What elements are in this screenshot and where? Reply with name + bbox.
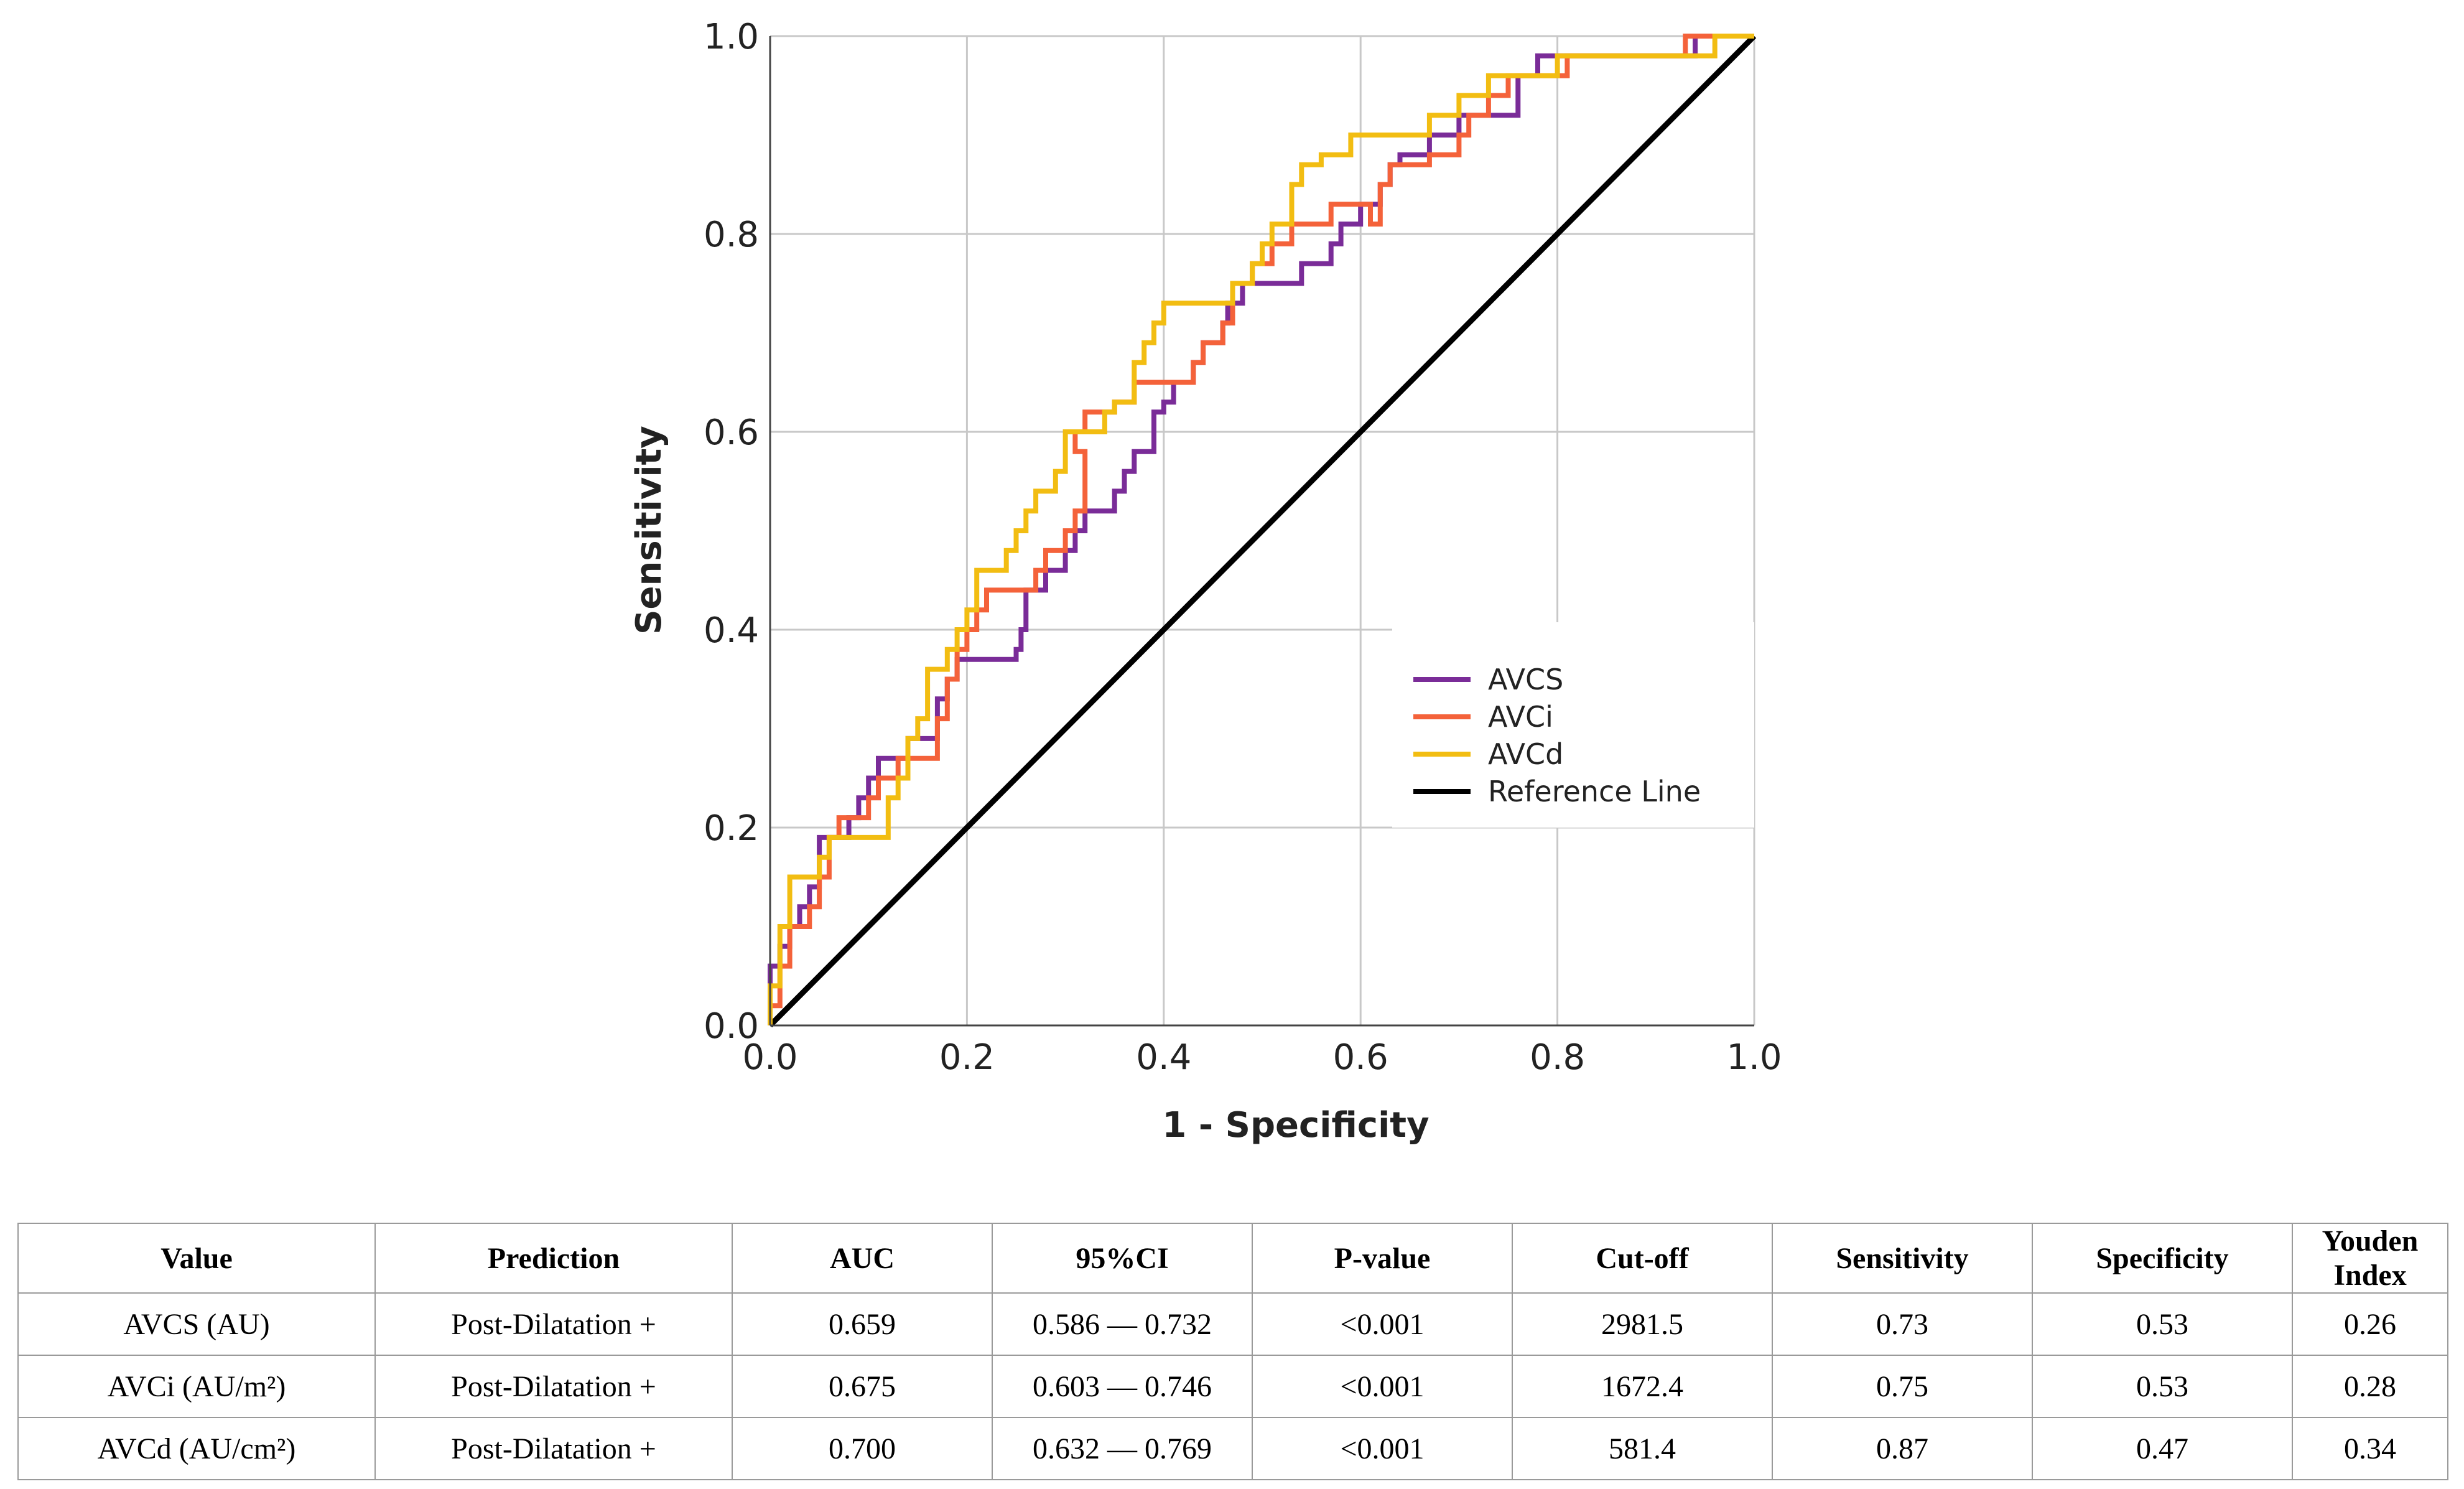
legend-label: AVCi (1488, 700, 1553, 734)
cell-ci: 0.586 — 0.732 (992, 1292, 1253, 1356)
cell-value: AVCi (AU/m²) (17, 1355, 376, 1418)
cell-value: AVCS (AU) (17, 1292, 376, 1356)
cell-youden: 0.28 (2292, 1355, 2448, 1418)
cell-specificity: 0.53 (2032, 1355, 2293, 1418)
col-header-cutoff: Cut-off (1512, 1223, 1773, 1294)
cell-auc: 0.675 (732, 1355, 993, 1418)
cell-cutoff: 2981.5 (1512, 1292, 1773, 1356)
y-tick-label: 0.4 (704, 610, 759, 651)
cell-prediction: Post-Dilatation + (374, 1355, 733, 1418)
cell-auc: 0.659 (732, 1292, 993, 1356)
col-header-youden: Youden Index (2292, 1223, 2448, 1294)
cell-specificity: 0.53 (2032, 1292, 2293, 1356)
cell-sensitivity: 0.87 (1772, 1417, 2033, 1480)
y-tick-label: 0.8 (704, 215, 759, 255)
x-tick-label: 0.0 (742, 1037, 797, 1078)
col-header-sensitivity: Sensitivity (1772, 1223, 2033, 1294)
col-header-prediction: Prediction (374, 1223, 733, 1294)
x-tick-label: 1.0 (1726, 1037, 1782, 1078)
cell-youden: 0.34 (2292, 1417, 2448, 1480)
series-line-avcd (768, 34, 1754, 1025)
cell-p-value: <0.001 (1252, 1355, 1513, 1418)
roc-chart: 0.0 0.2 0.4 0.6 0.8 1.0 0.0 0.2 0.4 0.6 0.8 1.0 1 -… (629, 17, 1782, 1146)
x-axis-label: 1 - Specificity (1162, 1105, 1429, 1146)
cell-youden: 0.26 (2292, 1292, 2448, 1356)
cell-cutoff: 1672.4 (1512, 1355, 1773, 1418)
x-tick-label: 0.4 (1136, 1037, 1191, 1078)
table-row: AVCS (AU) Post-Dilatation + 0.659 0.586 … (17, 1292, 2448, 1356)
col-header-specificity: Specificity (2032, 1223, 2293, 1294)
legend-label: AVCS (1488, 663, 1563, 696)
series-line-reference-line (768, 34, 1757, 1028)
series-layer (768, 34, 1757, 1028)
cell-specificity: 0.47 (2032, 1417, 2293, 1480)
cell-sensitivity: 0.73 (1772, 1292, 2033, 1356)
cell-p-value: <0.001 (1252, 1292, 1513, 1356)
table-row: AVCd (AU/cm²) Post-Dilatation + 0.700 0.… (17, 1417, 2448, 1480)
y-tick-label: 0.6 (704, 413, 759, 453)
table-row: AVCi (AU/m²) Post-Dilatation + 0.675 0.6… (17, 1355, 2448, 1418)
legend-label: Reference Line (1488, 775, 1701, 808)
col-header-ci: 95%CI (992, 1223, 1253, 1294)
table-header-row: Value Prediction AUC 95%CI P-value Cut-o… (17, 1223, 2448, 1294)
x-tick-label: 0.8 (1530, 1037, 1585, 1078)
cell-auc: 0.700 (732, 1417, 993, 1480)
cell-cutoff: 581.4 (1512, 1417, 1773, 1480)
cell-ci: 0.603 — 0.746 (992, 1355, 1253, 1418)
col-header-auc: AUC (732, 1223, 993, 1294)
y-tick-label: 1.0 (704, 17, 759, 57)
cell-p-value: <0.001 (1252, 1417, 1513, 1480)
y-axis-label: Sensitivity (629, 426, 669, 635)
axes (769, 36, 1754, 1027)
y-tick-label: 0.2 (704, 808, 759, 849)
results-table: Value Prediction AUC 95%CI P-value Cut-o… (17, 1223, 2448, 1480)
col-header-value: Value (17, 1223, 376, 1294)
cell-value: AVCd (AU/cm²) (17, 1417, 376, 1480)
cell-prediction: Post-Dilatation + (374, 1417, 733, 1480)
x-tick-label: 0.2 (939, 1037, 995, 1078)
cell-ci: 0.632 — 0.769 (992, 1417, 1253, 1480)
cell-sensitivity: 0.75 (1772, 1355, 2033, 1418)
grid-lines (770, 35, 1755, 1025)
x-tick-label: 0.6 (1333, 1037, 1388, 1078)
tick-labels: 0.0 0.2 0.4 0.6 0.8 1.0 0.0 0.2 0.4 0.6 0.8 1.0 (704, 17, 1782, 1078)
col-header-p-value: P-value (1252, 1223, 1513, 1294)
y-tick-label: 0.0 (704, 1006, 759, 1047)
legend-label: AVCd (1488, 737, 1563, 771)
cell-prediction: Post-Dilatation + (374, 1292, 733, 1356)
